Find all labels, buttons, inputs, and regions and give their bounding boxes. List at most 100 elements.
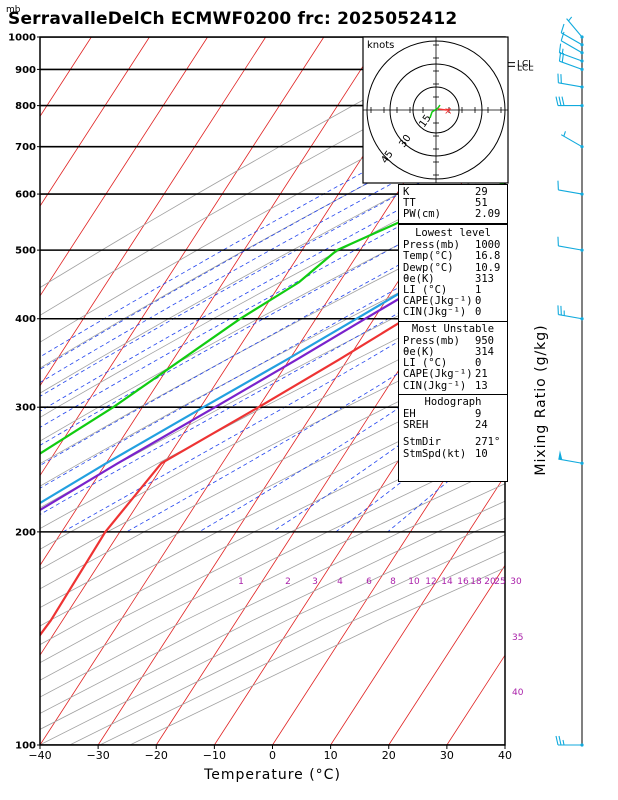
pressure-tick-label: 900 (15, 65, 36, 76)
dry-adiabat (40, 483, 505, 714)
wind-barb-full (558, 735, 562, 746)
wind-barb (560, 31, 584, 55)
hodograph-rows: EH 9 SREH 24 StmDir 271° StmSpd(kt) 10 (399, 408, 507, 460)
moist-adiabat (126, 304, 505, 533)
wind-barb-full (558, 96, 562, 106)
index-k-row: K 29 (403, 186, 488, 198)
wind-barb (558, 51, 584, 71)
mixing-ratio-label: 8 (390, 577, 396, 587)
moist-adiabat (40, 249, 505, 515)
hodo-row: EH 9 (403, 408, 482, 421)
dry-adiabat (40, 138, 505, 394)
mixing-ratio-label: 4 (337, 577, 343, 587)
wind-barb-staff (558, 245, 583, 251)
wind-barb (558, 43, 584, 63)
wind-barb-full (560, 23, 565, 33)
mixing-ratio-label: 30 (510, 577, 522, 587)
isotherm-line (155, 205, 505, 745)
hodograph-header: Hodograph (399, 393, 507, 409)
wind-barb-staff (558, 314, 583, 320)
ll-row: Dewp(°C) 10.9 (403, 261, 501, 274)
dewpoint-line (40, 182, 505, 455)
wind-barb-half (563, 131, 566, 137)
dry-adiabat (40, 164, 505, 418)
indices-panel: K 29 TT 51 PW(cm) 2.09 (398, 184, 508, 224)
wind-barb (558, 450, 584, 465)
temperature-tick-label: −10 (203, 749, 226, 762)
mixing-ratio-label: 2 (285, 577, 291, 587)
most-unstable-header: Most Unstable (399, 320, 507, 336)
ll-row: θe(K) 313 (403, 272, 494, 285)
lowest-level-header: Lowest level (415, 227, 491, 239)
temperature-tick-label: 0 (269, 749, 276, 762)
wind-barb-staff (559, 52, 583, 62)
mixing-ratio-label: 14 (441, 577, 453, 587)
mixing-ratio-label: 20 (484, 577, 496, 587)
mu-row: θe(K) 314 (403, 346, 494, 359)
wind-barb-staff (566, 18, 583, 38)
index-tt-row: TT 51 (403, 197, 488, 210)
wind-barb-staff (560, 32, 583, 46)
dry-adiabat (40, 239, 505, 487)
main-title: SerravalleDelCh ECMWF0200 frc: 202505241… (8, 9, 458, 29)
wind-barb (560, 23, 584, 47)
dry-adiabat (40, 111, 505, 369)
mixing-ratio-label: 3 (312, 577, 318, 587)
temperature-tick-label: −20 (145, 749, 168, 762)
pressure-tick-label: 700 (15, 142, 36, 153)
pressure-unit-label: mb (6, 5, 21, 15)
ll-row: LI (°C) 1 (403, 284, 482, 297)
lowest-level-rows: Press(mb) 1000 Temp(°C) 16.8 Dewp(°C) 10.9 … (399, 239, 507, 318)
hodograph-trace-low (429, 104, 441, 119)
x-axis-label: Temperature (°C) (203, 767, 341, 783)
isotherm-line (388, 564, 505, 745)
wind-barb (557, 180, 584, 196)
mu-row: CAPE(Jkg⁻¹) 21 (403, 368, 488, 381)
mu-row: Press(mb) 950 (403, 334, 494, 347)
wind-barb (557, 236, 584, 252)
most-unstable-rows: Press(mb) 950 θe(K) 314 LI (°C) 0 CAPE(Jkg⁻… (399, 334, 507, 392)
mixing-ratio-label: 10 (408, 577, 420, 587)
mixing-ratio-label: 12 (425, 577, 436, 587)
isotherm-line (40, 37, 150, 207)
moist-adiabat (40, 108, 505, 370)
wind-barb-full (555, 735, 559, 746)
temperature-tick-label: 20 (382, 749, 396, 762)
pressure-tick-label: 200 (15, 527, 36, 538)
moist-adiabat (40, 185, 505, 446)
isotherm-line (563, 37, 618, 745)
wind-barb (560, 131, 584, 149)
wind-barb (555, 96, 584, 108)
moist-adiabat (40, 136, 505, 397)
dry-adiabat (40, 284, 505, 529)
isotherm-line (40, 37, 325, 477)
dry-adiabat (40, 428, 505, 664)
dry-adiabat (40, 190, 505, 442)
dry-adiabat (40, 465, 505, 698)
mixing-ratio-label: 6 (366, 577, 372, 587)
mixing-ratio-line (593, 37, 618, 194)
temperature-tick-label: −30 (87, 749, 110, 762)
moist-adiabat (40, 95, 505, 358)
ll-row: CAPE(Jkg⁻¹) 0 (403, 295, 482, 308)
dry-adiabat (40, 447, 505, 681)
isotherm-line (330, 474, 505, 745)
isotherm-line (40, 37, 383, 567)
index-pw-row: PW(cm) 2.09 (403, 208, 501, 221)
dry-adiabat (40, 517, 505, 745)
dry-adiabat (40, 262, 505, 509)
wind-barb-full (561, 96, 565, 106)
dry-adiabat (40, 214, 505, 465)
dry-adiabat (40, 409, 505, 646)
temperature-tick-label: 10 (324, 749, 338, 762)
mixing-ratio-label: 18 (470, 577, 482, 587)
hodo-row: StmDir 271° (403, 436, 501, 449)
dry-adiabat (40, 390, 505, 627)
mixing-ratio-label: 25 (494, 577, 505, 587)
hodo-row: StmSpd(kt) 10 (403, 447, 488, 460)
temperature-line (40, 252, 505, 637)
pressure-tick-label: 800 (15, 101, 36, 112)
temperature-tick-label: −40 (28, 749, 51, 762)
wind-barb-half (562, 739, 565, 746)
